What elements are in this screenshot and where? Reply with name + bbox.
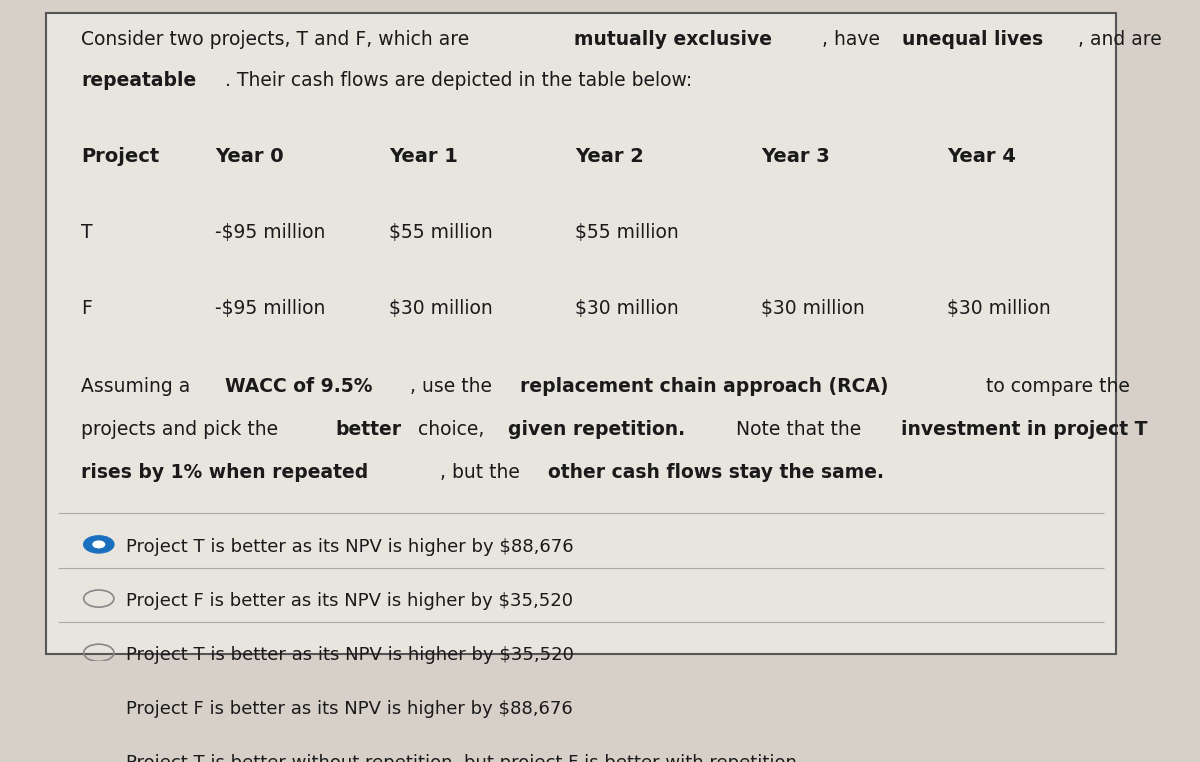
Text: WACC of 9.5%: WACC of 9.5% — [226, 377, 373, 396]
Text: other cash flows stay the same.: other cash flows stay the same. — [547, 463, 883, 482]
Text: Year 3: Year 3 — [761, 147, 830, 166]
Text: Project T is better as its NPV is higher by $35,520: Project T is better as its NPV is higher… — [126, 646, 574, 664]
Text: projects and pick the: projects and pick the — [82, 420, 284, 439]
Text: mutually exclusive: mutually exclusive — [574, 30, 772, 49]
Text: Project T is better without repetition, but project F is better with repetition: Project T is better without repetition, … — [126, 754, 797, 762]
Text: $55 million: $55 million — [575, 223, 679, 242]
Text: investment in project T: investment in project T — [901, 420, 1147, 439]
Text: Year 2: Year 2 — [575, 147, 644, 166]
Text: -$95 million: -$95 million — [215, 299, 325, 319]
Text: Consider two projects, T and F, which are: Consider two projects, T and F, which ar… — [82, 30, 475, 49]
Text: to compare the: to compare the — [980, 377, 1130, 396]
Text: replacement chain approach (RCA): replacement chain approach (RCA) — [520, 377, 888, 396]
Text: rises by 1% when repeated: rises by 1% when repeated — [82, 463, 368, 482]
Text: . Their cash flows are depicted in the table below:: . Their cash flows are depicted in the t… — [226, 71, 692, 90]
Text: given repetition.: given repetition. — [509, 420, 685, 439]
Text: Assuming a: Assuming a — [82, 377, 197, 396]
Text: $30 million: $30 million — [947, 299, 1051, 319]
Text: choice,: choice, — [418, 420, 491, 439]
Text: T: T — [82, 223, 92, 242]
Text: , and are: , and are — [1078, 30, 1162, 49]
Text: Project: Project — [82, 147, 160, 166]
Text: , but the: , but the — [440, 463, 527, 482]
Circle shape — [84, 536, 114, 553]
Text: -$95 million: -$95 million — [215, 223, 325, 242]
Text: better: better — [335, 420, 401, 439]
Text: F: F — [82, 299, 92, 319]
Text: repeatable: repeatable — [82, 71, 197, 90]
Text: Project F is better as its NPV is higher by $35,520: Project F is better as its NPV is higher… — [126, 592, 572, 610]
Text: unequal lives: unequal lives — [901, 30, 1043, 49]
Text: , use the: , use the — [409, 377, 498, 396]
Text: Project F is better as its NPV is higher by $88,676: Project F is better as its NPV is higher… — [126, 700, 572, 719]
Text: Year 4: Year 4 — [947, 147, 1016, 166]
Text: $30 million: $30 million — [761, 299, 865, 319]
Circle shape — [92, 541, 104, 548]
Text: $55 million: $55 million — [390, 223, 493, 242]
Text: Note that the: Note that the — [730, 420, 866, 439]
FancyBboxPatch shape — [47, 13, 1116, 654]
Text: Project T is better as its NPV is higher by $88,676: Project T is better as its NPV is higher… — [126, 538, 574, 555]
Text: , have: , have — [822, 30, 886, 49]
Text: $30 million: $30 million — [575, 299, 679, 319]
Text: $30 million: $30 million — [390, 299, 493, 319]
Text: Year 1: Year 1 — [390, 147, 458, 166]
Text: Year 0: Year 0 — [215, 147, 283, 166]
